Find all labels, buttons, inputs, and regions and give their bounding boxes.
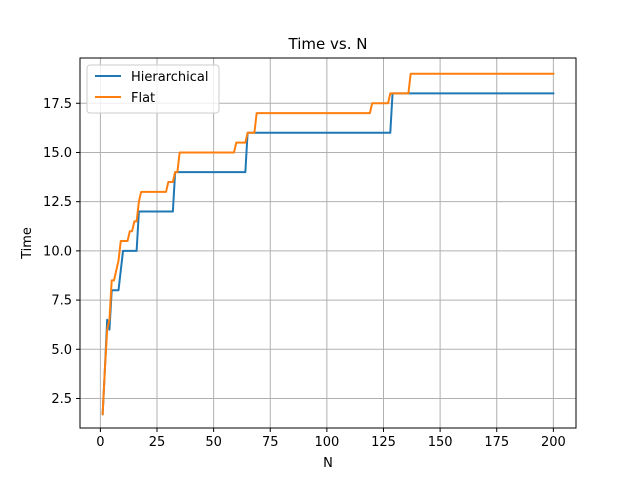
y-axis-label: Time [20,227,35,260]
legend-label-hierarchical: Hierarchical [131,70,208,85]
series-layer [101,72,555,416]
x-tick-label: 75 [262,435,279,450]
x-tick-label: 200 [541,435,566,450]
tick-layer: 0 25 50 75 100 125 150 175 200 2.5 5.0 7.5 10.0 12.5 1… [43,97,566,450]
y-tick-label: 5.0 [51,343,72,358]
x-axis-label: N [323,456,333,471]
x-tick-label: 50 [205,435,222,450]
chart-title: Time vs. N [288,35,368,53]
y-tick-label: 15.0 [43,146,72,161]
series-line-flat [101,72,555,416]
y-tick-label: 17.5 [43,97,72,112]
legend: Hierarchical Flat [86,64,220,114]
x-tick-label: 100 [314,435,339,450]
x-tick-label: 0 [96,435,104,450]
y-tick-label: 10.0 [43,244,72,259]
grid-layer [80,58,576,428]
y-tick-label: 12.5 [43,195,72,210]
x-tick-label: 175 [484,435,509,450]
plot-frame [79,57,577,429]
y-tick-label: 2.5 [51,392,72,407]
x-tick-label: 150 [428,435,453,450]
x-tick-label: 25 [149,435,166,450]
legend-label-flat: Flat [131,91,155,106]
x-tick-label: 125 [371,435,396,450]
y-tick-label: 7.5 [51,294,72,309]
